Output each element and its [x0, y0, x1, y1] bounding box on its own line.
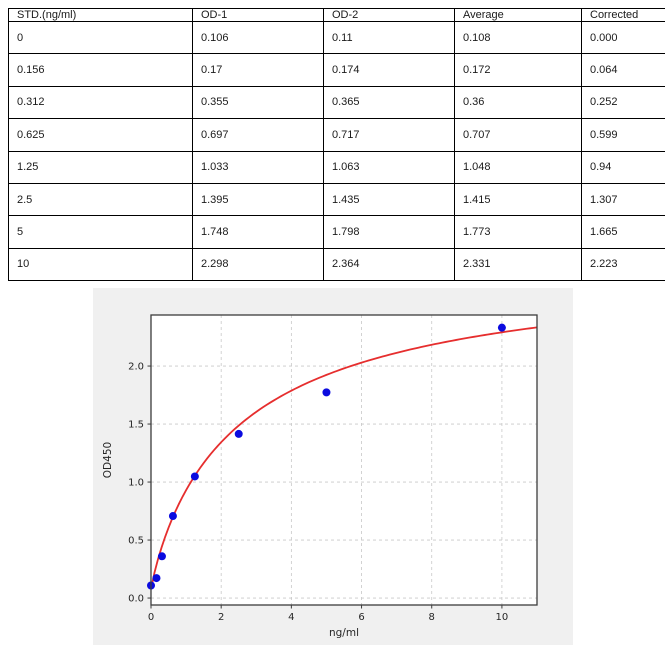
standard-curve-figure: 0 2 4 6 8 10 0.0 0.5 1.0 1.5 2.0 ng/ml OD450	[93, 288, 573, 645]
table-cell: 2.298	[192, 247, 324, 282]
table-cell: 2.331	[454, 247, 582, 282]
table-cell: 0.11	[323, 20, 455, 55]
table-cell: 1.773	[454, 215, 582, 249]
table-cell: 1.415	[454, 182, 582, 217]
fit-curve	[150, 326, 538, 590]
table-cell: 0.17	[192, 53, 324, 87]
x-tick-label: 4	[288, 612, 294, 623]
column-header: OD-1	[192, 8, 324, 22]
table-cell: 0.625	[8, 118, 193, 152]
data-point	[168, 512, 177, 521]
table-row: 1.25 1.033 1.063 1.048 0.94	[8, 150, 665, 184]
table-cell: 0	[8, 20, 193, 55]
x-axis-label: ng/ml	[329, 627, 359, 639]
y-axis-label: OD450	[102, 442, 114, 478]
table-cell: 2.5	[8, 182, 193, 217]
table-cell: 0.355	[192, 85, 324, 120]
table-cell: 0.156	[8, 53, 193, 87]
table-cell: 0.252	[581, 85, 665, 120]
table-cell: 1.033	[192, 150, 324, 184]
table-cell: 0.365	[323, 85, 455, 120]
table-cell: 0.312	[8, 85, 193, 120]
table-cell: 1.748	[192, 215, 324, 249]
table-cell: 2.364	[323, 247, 455, 282]
y-tick-label: 1.5	[128, 420, 144, 431]
x-tick-label: 0	[148, 612, 154, 623]
column-header: STD.(ng/ml)	[8, 8, 193, 22]
table-row: 0 0.106 0.11 0.108 0.000	[8, 20, 665, 55]
table-cell: 1.307	[581, 182, 665, 217]
data-point	[497, 323, 506, 332]
plot-area	[151, 315, 537, 605]
y-tick-label: 0.0	[128, 594, 144, 605]
table-row: 0.312 0.355 0.365 0.36 0.252	[8, 85, 665, 120]
data-point	[234, 429, 243, 438]
table-cell: 1.435	[323, 182, 455, 217]
data-point	[322, 388, 331, 397]
column-header: OD-2	[323, 8, 455, 22]
data-point	[152, 574, 161, 583]
table-cell: 2.223	[581, 247, 665, 282]
table-cell: 0.000	[581, 20, 665, 55]
table-row: 0.625 0.697 0.717 0.707 0.599	[8, 118, 665, 152]
table-header-row: STD.(ng/ml) OD-1 OD-2 Average Corrected	[8, 8, 665, 22]
standards-table-header: STD.(ng/ml) OD-1 OD-2 Average Corrected	[8, 8, 665, 22]
column-header: Average	[454, 8, 582, 22]
y-tick-label: 0.5	[128, 536, 144, 547]
standards-table: STD.(ng/ml) OD-1 OD-2 Average Corrected 0 0.1…	[8, 8, 665, 282]
y-tick-label: 2.0	[128, 362, 144, 373]
table-row: 10 2.298 2.364 2.331 2.223	[8, 247, 665, 282]
table-cell: 0.174	[323, 53, 455, 87]
table-cell: 0.697	[192, 118, 324, 152]
table-cell: 0.064	[581, 53, 665, 87]
table-cell: 5	[8, 215, 193, 249]
table-cell: 10	[8, 247, 193, 282]
x-tick-label: 10	[496, 612, 509, 623]
table-row: 5 1.748 1.798 1.773 1.665	[8, 215, 665, 249]
table-cell: 1.665	[581, 215, 665, 249]
table-cell: 0.108	[454, 20, 582, 55]
x-tick-label: 6	[358, 612, 364, 623]
table-row: 2.5 1.395 1.435 1.415 1.307	[8, 182, 665, 217]
table-cell: 0.106	[192, 20, 324, 55]
table-cell: 1.25	[8, 150, 193, 184]
table-cell: 1.798	[323, 215, 455, 249]
table-cell: 0.172	[454, 53, 582, 87]
x-tick-label: 2	[218, 612, 224, 623]
table-cell: 0.717	[323, 118, 455, 152]
table-cell: 1.063	[323, 150, 455, 184]
table-cell: 1.395	[192, 182, 324, 217]
data-point	[190, 472, 199, 481]
y-tick-label: 1.0	[128, 478, 144, 489]
standard-curve-chart: 0 2 4 6 8 10 0.0 0.5 1.0 1.5 2.0 ng/ml OD450	[102, 314, 538, 639]
standards-table-body: 0 0.106 0.11 0.108 0.000 0.156 0.17 0.174 0.172 0…	[8, 20, 665, 282]
x-tick-label: 8	[429, 612, 435, 623]
plot-frame	[150, 314, 538, 606]
table-cell: 0.599	[581, 118, 665, 152]
table-cell: 0.707	[454, 118, 582, 152]
table-cell: 0.36	[454, 85, 582, 120]
column-header: Corrected	[581, 8, 665, 22]
table-row: 0.156 0.17 0.174 0.172 0.064	[8, 53, 665, 87]
table-cell: 0.94	[581, 150, 665, 184]
table-cell: 1.048	[454, 150, 582, 184]
data-point	[157, 552, 166, 561]
